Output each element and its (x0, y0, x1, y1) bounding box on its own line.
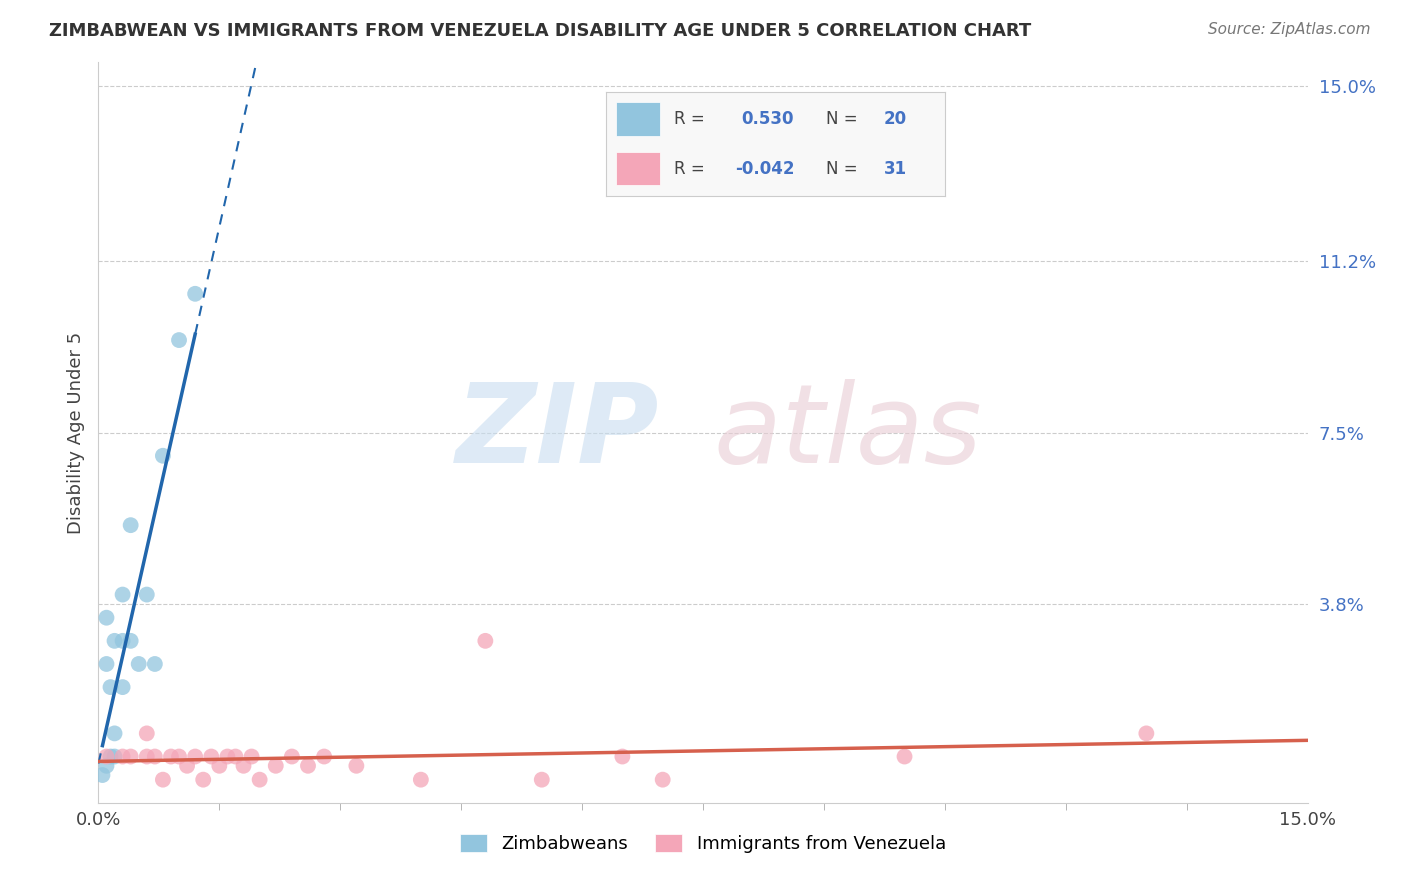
Point (120, 518, 142, 533)
Point (100, 680, 122, 694)
Point (103, 633, 125, 648)
Point (893, 749, 915, 764)
Point (184, 749, 207, 764)
Y-axis label: Disability Age Under 5: Disability Age Under 5 (66, 332, 84, 533)
Point (200, 749, 222, 764)
Point (103, 749, 125, 764)
Point (135, 588, 157, 602)
Point (264, 758, 287, 772)
Point (314, 749, 336, 764)
Point (409, 772, 432, 787)
Point (184, 286, 207, 301)
Point (474, 633, 496, 648)
Point (176, 758, 198, 772)
Point (167, 749, 190, 764)
Point (217, 749, 239, 764)
Point (96, 610, 118, 624)
Point (96, 758, 118, 772)
Point (128, 657, 150, 671)
Point (152, 772, 174, 787)
Point (249, 772, 271, 787)
Point (530, 772, 553, 787)
Point (160, 749, 183, 764)
Text: ZIMBABWEAN VS IMMIGRANTS FROM VENEZUELA DISABILITY AGE UNDER 5 CORRELATION CHART: ZIMBABWEAN VS IMMIGRANTS FROM VENEZUELA … (49, 22, 1032, 40)
Point (111, 588, 134, 602)
Point (120, 633, 142, 648)
Point (111, 749, 134, 764)
Point (344, 758, 367, 772)
Point (281, 749, 304, 764)
Point (120, 749, 142, 764)
Legend: Zimbabweans, Immigrants from Venezuela: Zimbabweans, Immigrants from Venezuela (453, 827, 953, 861)
Point (135, 726, 157, 740)
Point (103, 726, 125, 740)
Point (208, 758, 231, 772)
Point (111, 680, 134, 694)
Point (167, 333, 190, 347)
Point (297, 758, 319, 772)
Text: ZIP: ZIP (456, 379, 659, 486)
Point (111, 633, 134, 648)
Point (96, 749, 118, 764)
Text: atlas: atlas (714, 379, 983, 486)
Point (224, 749, 246, 764)
Point (143, 657, 166, 671)
Point (91, 768, 114, 782)
Point (240, 749, 263, 764)
Text: Source: ZipAtlas.com: Source: ZipAtlas.com (1208, 22, 1371, 37)
Point (1135, 726, 1157, 740)
Point (143, 749, 166, 764)
Point (612, 749, 634, 764)
Point (193, 772, 215, 787)
Point (96, 657, 118, 671)
Point (152, 449, 174, 463)
Point (232, 758, 254, 772)
Point (100, 749, 122, 764)
Point (135, 749, 157, 764)
Point (651, 772, 673, 787)
